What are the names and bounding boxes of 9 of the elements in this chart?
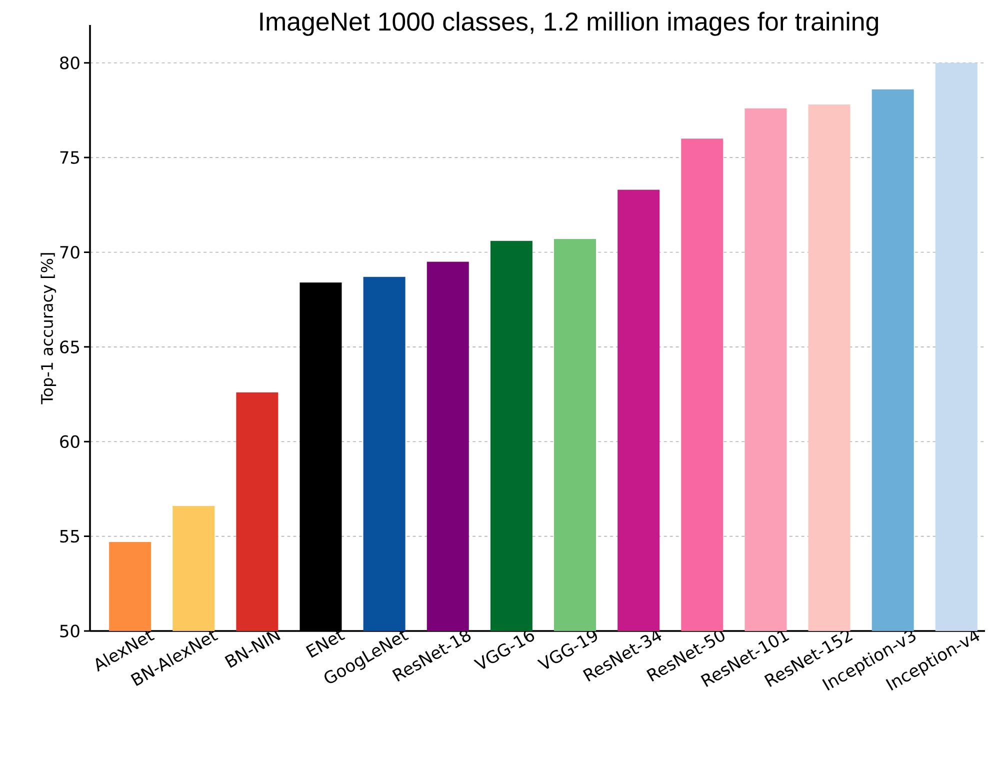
y-axis-title: Top-1 accuracy [%]	[40, 253, 56, 404]
y-tick-label: 75	[60, 151, 79, 164]
y-tick-label: 55	[60, 530, 79, 543]
y-tick-label: 70	[60, 246, 80, 259]
y-tick-label: 80	[60, 56, 80, 70]
chart-title: ImageNet 1000 classes, 1.2 million images for training	[260, 12, 878, 36]
y-tick-label: 60	[60, 435, 80, 448]
y-tick-label: 65	[60, 340, 79, 354]
y-tick-label: 50	[60, 624, 80, 638]
